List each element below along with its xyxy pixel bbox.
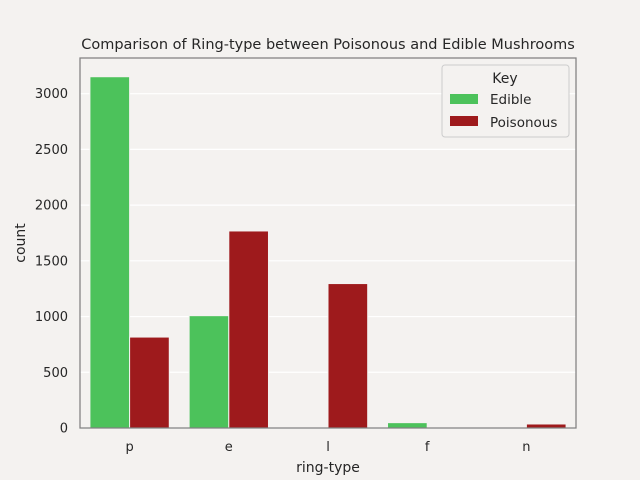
x-axis-label: ring-type [296,460,360,476]
x-tick-label: n [522,440,530,455]
y-tick-label: 3000 [35,87,68,102]
y-tick-label: 500 [43,366,68,381]
x-tick-label: l [326,440,330,455]
bars [89,76,567,429]
x-tick-label: e [225,440,233,455]
y-axis-label: count [13,223,29,263]
y-tick-label: 1000 [35,310,68,325]
x-tick-label: p [125,440,133,455]
bar-edible-f [387,422,428,429]
legend-swatch-edible [450,94,478,104]
y-tick-label: 2500 [35,143,68,158]
bar-poisonous-p [129,336,170,429]
bar-poisonous-e [228,230,269,429]
legend-swatch-poisonous [450,116,478,126]
legend-label-poisonous: Poisonous [490,115,557,131]
legend-label-edible: Edible [490,92,531,108]
y-tick-label: 2000 [35,199,68,214]
legend: Key Edible Poisonous [441,64,570,138]
bar-poisonous-l [327,283,369,429]
bar-edible-e [188,315,230,429]
chart-title: Comparison of Ring-type between Poisonou… [81,37,575,53]
x-tick-label: f [425,440,430,455]
legend-title: Key [492,71,517,87]
bar-edible-p [89,76,131,429]
y-tick-label: 1500 [35,254,68,269]
y-tick-labels: 0 500 1000 1500 2000 2500 3000 [35,87,68,436]
y-tick-label: 0 [60,422,68,437]
plot-frame [79,57,577,429]
